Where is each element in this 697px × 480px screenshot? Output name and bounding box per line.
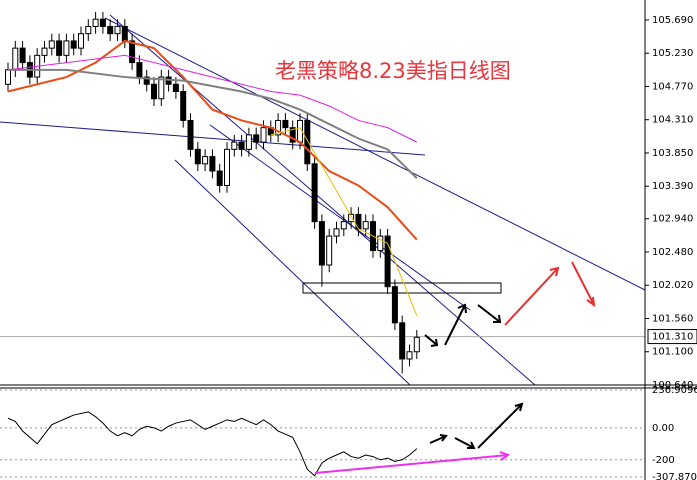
candle-body — [63, 40, 70, 56]
candle-body — [384, 235, 391, 288]
candle-body — [224, 148, 230, 186]
candle-body — [253, 134, 260, 143]
arrow — [424, 334, 439, 347]
candle-body — [158, 76, 165, 100]
candle-body — [5, 69, 11, 85]
candle-body — [348, 213, 355, 223]
candle-body — [304, 119, 311, 165]
candle-body — [260, 127, 267, 143]
arrow — [444, 303, 467, 346]
candle-body — [107, 25, 114, 35]
arrow — [477, 304, 502, 323]
candle-body — [275, 119, 282, 136]
candle-body — [41, 47, 48, 56]
trend-lines — [0, 14, 646, 386]
candle-body — [85, 25, 92, 35]
moving-average — [7, 54, 418, 143]
y-tick-label: 102.480 — [652, 247, 693, 258]
candle-body — [99, 18, 106, 27]
candle-body — [399, 322, 406, 360]
candle-body — [377, 235, 384, 252]
candle-body — [245, 134, 252, 150]
candle-body — [362, 221, 369, 230]
candle-body — [129, 40, 136, 64]
candle-body — [289, 127, 296, 143]
candle-body — [238, 141, 245, 150]
range-box — [302, 282, 502, 294]
trend-line — [174, 159, 411, 386]
indicator-tick-label: -200 — [652, 455, 675, 466]
indicator-tick-label: 0.00 — [652, 423, 674, 434]
moving-average — [7, 39, 418, 241]
trend-line — [109, 14, 536, 386]
candle-body — [318, 221, 325, 266]
candle-body — [92, 18, 99, 27]
y-tick-label: 100.640 — [652, 380, 693, 391]
candle-body — [282, 119, 289, 129]
chart-title: 老黑策略8.23美指日线图 — [275, 59, 511, 83]
candle-body — [12, 47, 19, 71]
candle-body — [311, 163, 318, 223]
y-tick-label: 105.690 — [652, 15, 693, 26]
candle-body — [172, 83, 179, 93]
arrows — [314, 261, 596, 474]
arrow — [504, 266, 560, 326]
trend-line — [104, 17, 646, 291]
price-box — [647, 329, 697, 345]
candle-body — [333, 228, 340, 237]
candle-body — [121, 25, 128, 42]
candle-body — [406, 351, 413, 360]
y-tick-label: 101.560 — [652, 313, 693, 324]
arrow — [571, 261, 596, 308]
indicator-tick-label: -307.8706 — [652, 472, 697, 480]
arrow — [477, 402, 524, 449]
candle-body — [326, 235, 333, 266]
plot-area — [0, 11, 645, 478]
y-tick-label: 103.390 — [652, 181, 693, 192]
candle-body — [194, 148, 201, 165]
arrow — [429, 434, 448, 444]
indicator-line — [7, 411, 418, 477]
candle-body — [78, 33, 84, 49]
y-tick-label: 105.230 — [652, 48, 693, 59]
candle-body — [48, 40, 55, 49]
candle-body — [70, 40, 77, 49]
candle-body — [151, 83, 157, 100]
candle-body — [340, 221, 347, 230]
candle-body — [136, 62, 143, 78]
y-tick-label: 102.020 — [652, 280, 693, 291]
y-tick-label: 102.940 — [652, 214, 693, 225]
candle-body — [187, 119, 194, 150]
candle-body — [143, 76, 150, 85]
candle-body — [413, 336, 420, 353]
y-tick-label: 104.310 — [652, 115, 693, 126]
arrow — [314, 451, 511, 474]
candle-body — [231, 141, 238, 150]
trend-line — [0, 121, 426, 156]
candle-body — [180, 91, 187, 121]
candle-body — [202, 156, 209, 165]
candle-body — [114, 25, 121, 35]
y-tick-label: 104.770 — [652, 81, 693, 92]
current-price-label: 101.310 — [652, 332, 693, 343]
candle-body — [19, 47, 26, 64]
moving-average — [270, 127, 418, 316]
candle-body — [209, 156, 216, 172]
y-tick-label: 103.850 — [652, 148, 693, 159]
candle-body — [216, 170, 223, 186]
y-tick-label: 101.100 — [652, 347, 693, 358]
candle-body — [56, 40, 63, 56]
candle-body — [391, 286, 398, 324]
moving-average — [8, 68, 418, 179]
arrow — [454, 437, 476, 449]
trend-line — [209, 124, 471, 311]
indicator-tick-label: 236.9096 — [652, 385, 697, 396]
